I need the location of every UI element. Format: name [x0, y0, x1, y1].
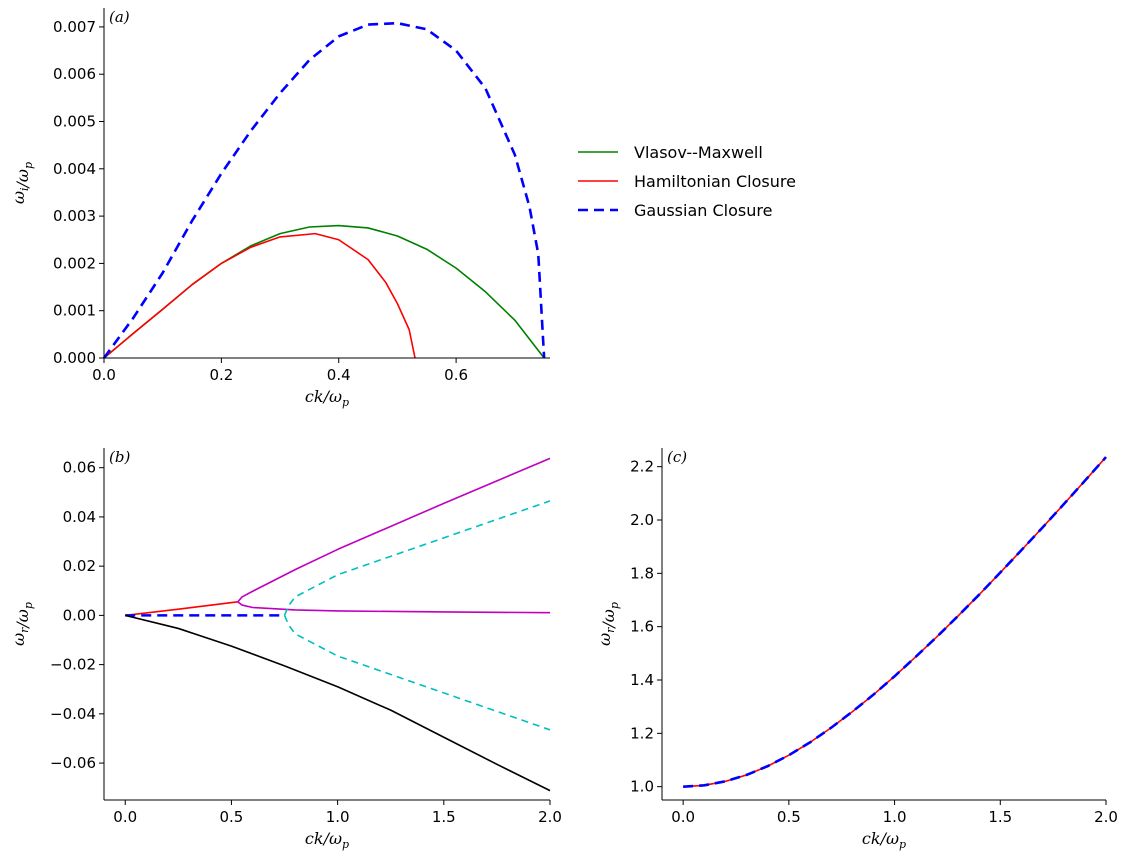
series-line-c-1 — [683, 456, 1107, 788]
series-line-c-0 — [683, 456, 1107, 788]
y-tick-label: 1.8 — [630, 564, 654, 582]
y-tick-label: 1.0 — [630, 778, 654, 796]
x-tick-label: 0.0 — [113, 808, 137, 826]
panel-label: (a) — [109, 8, 130, 26]
series-line-a-1 — [103, 232, 416, 359]
y-tick-label: 0.004 — [53, 160, 96, 178]
x-axis-label: ck/ωp — [305, 387, 349, 409]
y-tick-label: 2.2 — [630, 458, 654, 476]
y-axis-label: ωr/ωp — [595, 602, 621, 646]
y-tick-label: 0.000 — [53, 349, 96, 367]
y-tick-label: 0.002 — [53, 254, 96, 272]
x-tick-label: 0.0 — [92, 366, 116, 384]
y-axis-label: ωr/ωp — [9, 602, 35, 646]
series-line-b-4 — [283, 500, 551, 616]
series-line-b-5 — [283, 615, 551, 731]
y-tick-label: −0.02 — [50, 656, 96, 674]
legend-entry: Hamiltonian Closure — [634, 172, 796, 191]
y-tick-label: 0.006 — [53, 65, 96, 83]
series-line-b-1 — [237, 457, 551, 603]
y-tick-label: 0.04 — [63, 508, 96, 526]
x-tick-label: 1.5 — [432, 808, 456, 826]
series-line-a-2 — [102, 21, 546, 359]
x-axis-label: ck/ωp — [305, 829, 349, 851]
y-tick-label: 0.06 — [63, 459, 96, 477]
y-tick-label: 1.4 — [630, 671, 654, 689]
panel-label: (c) — [667, 448, 687, 466]
legend: Vlasov--Maxwell Hamiltonian Closure Gaussi… — [578, 143, 796, 220]
x-tick-label: 1.0 — [883, 808, 907, 826]
y-tick-label: 0.001 — [53, 302, 96, 320]
y-axis-label: ωi/ωp — [9, 162, 35, 204]
y-tick-label: −0.04 — [50, 705, 96, 723]
series-line-a-0 — [103, 224, 545, 359]
y-tick-label: 0.02 — [63, 557, 96, 575]
series-line-b-0 — [125, 601, 238, 617]
panel-c: 0.0 0.5 1.0 1.5 2.0 1.0 1.2 1.4 1.6 1.8 2.0 2.2 (c) c… — [595, 448, 1118, 851]
y-tick-label: 0.00 — [63, 606, 96, 624]
x-tick-label: 0.5 — [219, 808, 243, 826]
x-tick-label: 0.0 — [671, 808, 695, 826]
x-tick-label: 0.5 — [777, 808, 801, 826]
x-tick-label: 2.0 — [1094, 808, 1118, 826]
x-tick-label: 0.4 — [327, 366, 351, 384]
y-tick-label: 0.005 — [53, 113, 96, 131]
y-tick-label: −0.06 — [50, 754, 96, 772]
x-tick-label: 0.6 — [444, 366, 468, 384]
y-tick-label: 2.0 — [630, 511, 654, 529]
y-tick-label: 0.003 — [53, 207, 96, 225]
x-axis-label: ck/ωp — [862, 829, 906, 851]
panel-b: 0.0 0.5 1.0 1.5 2.0 −0.06 −0.04 −0.02 0.00 0.02 0.… — [9, 448, 562, 851]
x-tick-label: 2.0 — [538, 808, 562, 826]
series-line-b-6 — [125, 614, 551, 792]
y-tick-label: 0.007 — [53, 18, 96, 36]
y-tick-label: 1.2 — [630, 724, 654, 742]
panel-a: 0.0 0.2 0.4 0.6 0.000 0.001 0.002 0.003 0.004 0.0… — [9, 8, 550, 409]
series-line-b-2 — [237, 601, 551, 614]
legend-entry: Gaussian Closure — [634, 201, 772, 220]
legend-entry: Vlasov--Maxwell — [634, 143, 763, 162]
y-tick-label: 1.6 — [630, 618, 654, 636]
panel-label: (b) — [109, 448, 130, 466]
x-tick-label: 1.5 — [988, 808, 1012, 826]
x-tick-label: 0.2 — [209, 366, 233, 384]
x-tick-label: 1.0 — [326, 808, 350, 826]
